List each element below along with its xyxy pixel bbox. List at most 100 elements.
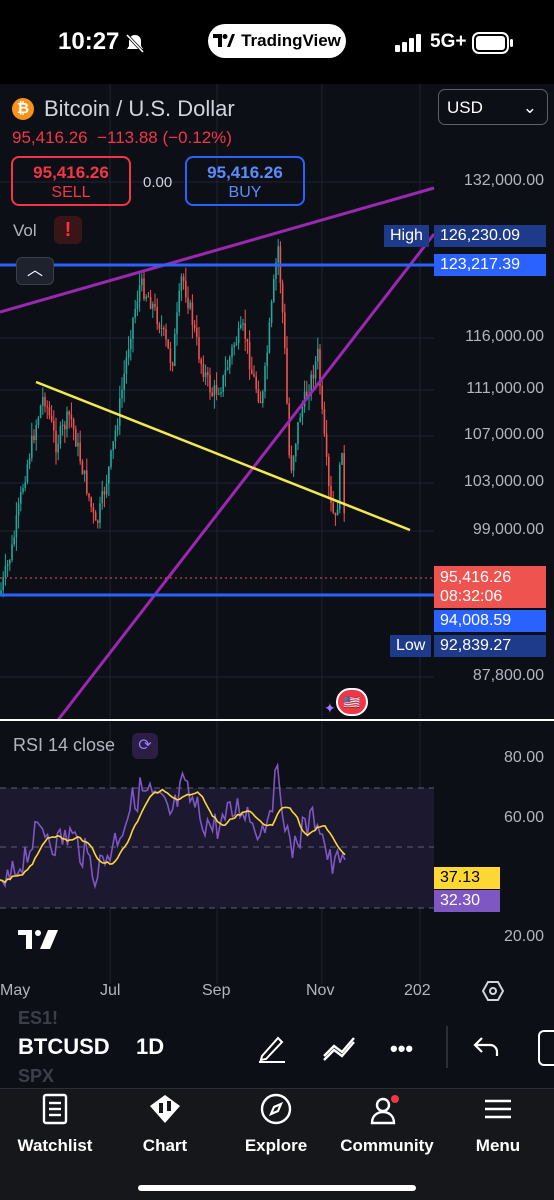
candle-body — [299, 417, 301, 423]
candle-body — [70, 414, 73, 420]
candle-body — [251, 369, 253, 375]
tab-menu[interactable]: Menu — [443, 1093, 553, 1156]
rsi-value-tag: 32.30 — [434, 890, 500, 912]
refresh-icon[interactable]: ⟳ — [132, 733, 158, 759]
candle-body — [6, 563, 9, 567]
candle-body — [156, 306, 158, 325]
candle-body — [255, 376, 257, 389]
candle-body — [167, 339, 169, 349]
candle-body — [136, 301, 139, 309]
candle-body — [218, 393, 220, 395]
candle-body — [310, 374, 312, 396]
chart-icon — [150, 1095, 180, 1123]
candle-body — [325, 433, 328, 457]
more-options-icon[interactable]: ••• — [390, 1036, 414, 1061]
candle-body — [44, 396, 46, 407]
candle-body — [264, 366, 266, 392]
upper-channel-line[interactable] — [0, 186, 435, 314]
candle-body — [105, 483, 108, 495]
candle-body — [253, 374, 255, 377]
pane-divider[interactable] — [0, 719, 554, 721]
settings-hexagon-icon[interactable] — [482, 980, 504, 1002]
candle-body — [160, 327, 163, 329]
candle-body — [37, 417, 40, 426]
candle-body — [321, 385, 323, 409]
tradingview-pill[interactable]: TradingView — [208, 24, 346, 58]
candle-body — [174, 333, 176, 366]
alert-icon[interactable]: ! — [54, 216, 82, 244]
candle-body — [66, 411, 68, 430]
tab-community[interactable]: Community — [332, 1093, 442, 1156]
current-price-value: 95,416.26 — [440, 569, 512, 586]
tab-watchlist[interactable]: Watchlist — [0, 1093, 110, 1156]
symbol-title[interactable]: Bitcoin / U.S. Dollar — [44, 96, 235, 121]
home-indicator — [138, 1185, 416, 1191]
bell-muted-icon — [125, 33, 145, 54]
candle-body — [306, 391, 308, 398]
candle-body — [108, 467, 110, 484]
candle-body — [35, 425, 37, 441]
price-axis-label: 111,000.00 — [466, 380, 544, 397]
drawing-pen-icon[interactable] — [256, 1032, 288, 1064]
fullscreen-icon[interactable] — [538, 1030, 554, 1066]
currency-value: USD — [447, 98, 483, 117]
price-change: −113.88 (−0.12%) — [97, 128, 232, 147]
candle-body — [57, 443, 59, 453]
candle-body — [114, 430, 117, 442]
candle-body — [75, 429, 77, 447]
descending-trendline[interactable] — [35, 380, 411, 532]
candle-body — [2, 577, 4, 591]
indicators-icon[interactable] — [322, 1034, 358, 1062]
chart-canvas[interactable] — [0, 84, 554, 1008]
candle-body — [226, 367, 229, 370]
undo-icon[interactable] — [472, 1034, 500, 1058]
candle-body — [130, 338, 132, 349]
rsi-line — [0, 762, 346, 890]
candle-body — [288, 403, 290, 456]
collapse-legend-button[interactable]: ︿ — [16, 257, 54, 285]
candle-body — [314, 361, 317, 379]
candle-body — [86, 470, 88, 494]
candle-body — [123, 373, 125, 390]
rsi-axis-label: 60.00 — [503, 809, 544, 826]
tab-explore[interactable]: Explore — [221, 1093, 331, 1156]
candle-body — [55, 430, 57, 453]
us-flag-event-icon[interactable]: 🇺🇸 — [336, 688, 368, 716]
candle-body — [185, 280, 187, 298]
network-type: 5G+ — [430, 31, 467, 52]
candle-body — [334, 512, 337, 516]
candle-body — [257, 388, 260, 402]
interval-button[interactable]: 1D — [136, 1034, 165, 1059]
menu-icon — [485, 1099, 511, 1119]
lower-channel-line[interactable] — [56, 233, 436, 721]
buy-button[interactable]: 95,416.26 BUY — [185, 156, 305, 206]
candle-body — [165, 329, 167, 340]
candle-body — [101, 491, 103, 504]
tab-chart[interactable]: Chart — [110, 1093, 220, 1156]
candle-body — [202, 364, 205, 378]
time-axis-label: Sep — [202, 982, 231, 999]
currency-select[interactable]: USD ⌄ — [438, 89, 548, 125]
candle-body — [125, 357, 128, 374]
volume-label[interactable]: Vol — [13, 221, 37, 240]
candle-body — [88, 493, 90, 498]
candlestick-series — [0, 239, 345, 598]
candle-body — [50, 415, 53, 421]
candle-body — [270, 301, 273, 323]
app-pill-label: TradingView — [241, 31, 341, 50]
low-tag-label: Low — [390, 635, 432, 657]
candle-body — [68, 411, 70, 415]
candle-body — [59, 426, 62, 444]
price-change-line: 95,416.26 −113.88 (−0.12%) — [12, 128, 232, 148]
price-axis-label: 87,800.00 — [472, 667, 544, 684]
candle-body — [200, 359, 202, 365]
candle-body — [46, 406, 48, 408]
rsi-legend-label[interactable]: RSI 14 close — [13, 735, 116, 755]
candle-body — [196, 327, 198, 337]
symbol-button[interactable]: BTCUSD — [18, 1034, 110, 1059]
high-tag-value: 126,230.09 — [434, 225, 546, 247]
sell-button[interactable]: 95,416.26 SELL — [11, 156, 131, 206]
candle-body — [145, 296, 147, 299]
candle-body — [312, 374, 315, 379]
candle-body — [0, 590, 2, 594]
